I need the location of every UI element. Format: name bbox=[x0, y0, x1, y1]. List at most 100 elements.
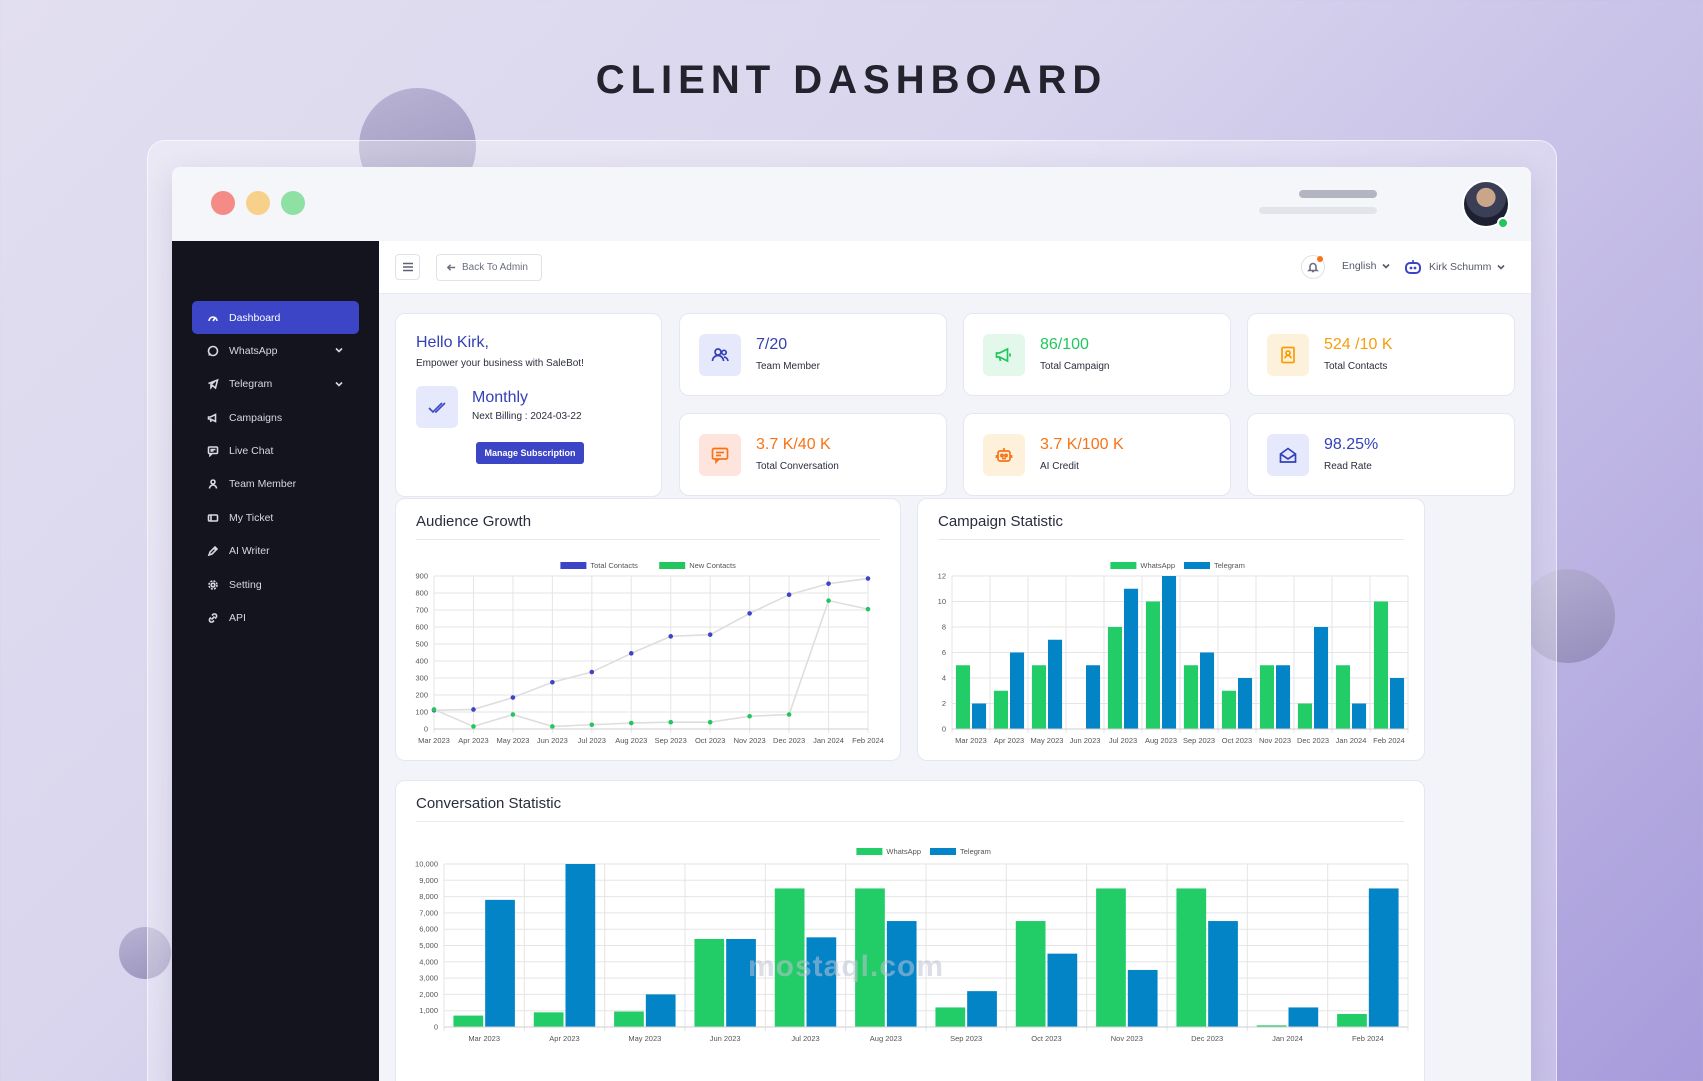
bar[interactable] bbox=[806, 937, 837, 1027]
bar[interactable] bbox=[774, 888, 805, 1027]
bar[interactable] bbox=[1200, 652, 1215, 730]
legend-swatch[interactable] bbox=[1184, 562, 1210, 569]
sidebar-item-setting[interactable]: Setting bbox=[192, 568, 359, 601]
bar[interactable] bbox=[1048, 639, 1063, 729]
bar[interactable] bbox=[855, 888, 885, 1027]
bar[interactable] bbox=[1256, 1025, 1287, 1027]
bar[interactable] bbox=[1015, 921, 1046, 1027]
notifications-button[interactable] bbox=[1301, 255, 1325, 279]
bar[interactable] bbox=[1288, 1007, 1319, 1027]
data-point[interactable] bbox=[668, 634, 674, 639]
data-point[interactable] bbox=[510, 712, 516, 717]
bar[interactable] bbox=[614, 1011, 644, 1027]
bar[interactable] bbox=[565, 864, 596, 1027]
pen-icon bbox=[206, 544, 220, 558]
user-menu[interactable]: Kirk Schumm bbox=[1403, 257, 1506, 277]
bar[interactable] bbox=[1390, 678, 1405, 729]
data-point[interactable] bbox=[628, 651, 634, 656]
bar[interactable] bbox=[1086, 665, 1101, 729]
manage-subscription-button[interactable]: Manage Subscription bbox=[476, 442, 584, 464]
bar[interactable] bbox=[886, 921, 917, 1027]
data-point[interactable] bbox=[707, 719, 713, 725]
bar[interactable] bbox=[1127, 969, 1158, 1027]
bar[interactable] bbox=[1373, 601, 1388, 730]
data-point[interactable] bbox=[628, 720, 634, 726]
bar[interactable] bbox=[1238, 678, 1253, 729]
bar[interactable] bbox=[967, 991, 997, 1027]
legend-swatch[interactable] bbox=[560, 562, 587, 569]
data-point[interactable] bbox=[786, 712, 792, 717]
bar[interactable] bbox=[1176, 888, 1207, 1027]
sidebar-item-dashboard[interactable]: Dashboard bbox=[192, 301, 359, 335]
data-point[interactable] bbox=[589, 669, 595, 675]
data-point[interactable] bbox=[747, 713, 752, 719]
y-tick-label: 700 bbox=[415, 606, 428, 615]
data-point[interactable] bbox=[471, 724, 476, 729]
bar[interactable] bbox=[1276, 665, 1291, 729]
bar[interactable] bbox=[1010, 652, 1025, 730]
y-tick-label: 4,000 bbox=[419, 957, 438, 966]
data-point[interactable] bbox=[668, 719, 674, 725]
close-window-button[interactable] bbox=[211, 191, 235, 215]
sidebar-item-api[interactable]: API bbox=[192, 601, 359, 634]
data-point[interactable] bbox=[826, 598, 831, 603]
back-to-admin-button[interactable]: Back To Admin bbox=[436, 254, 542, 281]
bar[interactable] bbox=[1368, 888, 1399, 1027]
sidebar-item-team-member[interactable]: Team Member bbox=[192, 468, 359, 501]
sidebar-item-my-ticket[interactable]: My Ticket bbox=[192, 501, 359, 534]
bar[interactable] bbox=[1183, 665, 1198, 729]
bar[interactable] bbox=[1162, 576, 1177, 729]
data-point[interactable] bbox=[550, 724, 555, 729]
sidebar-item-ai-writer[interactable]: AI Writer bbox=[192, 535, 359, 568]
bar[interactable] bbox=[645, 994, 676, 1027]
menu-toggle-button[interactable] bbox=[395, 254, 420, 280]
data-point[interactable] bbox=[826, 581, 831, 586]
sidebar-item-live-chat[interactable]: Live Chat bbox=[192, 435, 359, 468]
legend-swatch[interactable] bbox=[930, 848, 956, 855]
bar[interactable] bbox=[1107, 627, 1122, 729]
bar[interactable] bbox=[972, 703, 987, 730]
minimize-window-button[interactable] bbox=[246, 191, 270, 215]
bar[interactable] bbox=[1297, 703, 1312, 730]
legend-swatch[interactable] bbox=[856, 848, 883, 855]
sidebar-item-telegram[interactable]: Telegram bbox=[192, 368, 359, 401]
bar[interactable] bbox=[1096, 888, 1126, 1027]
legend-swatch[interactable] bbox=[659, 562, 686, 569]
bar[interactable] bbox=[1221, 690, 1236, 729]
bar[interactable] bbox=[485, 899, 515, 1027]
bar[interactable] bbox=[694, 938, 725, 1027]
data-point[interactable] bbox=[550, 679, 555, 685]
bar[interactable] bbox=[1208, 921, 1238, 1027]
language-select[interactable]: English bbox=[1342, 260, 1391, 272]
bar[interactable] bbox=[1259, 665, 1274, 729]
legend-swatch[interactable] bbox=[1110, 562, 1137, 569]
bar[interactable] bbox=[1031, 665, 1046, 729]
data-point[interactable] bbox=[786, 592, 792, 597]
bar[interactable] bbox=[1145, 601, 1160, 730]
data-point[interactable] bbox=[431, 707, 437, 712]
data-point[interactable] bbox=[510, 695, 516, 700]
bar[interactable] bbox=[993, 690, 1008, 729]
data-point[interactable] bbox=[747, 611, 752, 616]
data-point[interactable] bbox=[865, 576, 871, 581]
bar[interactable] bbox=[1124, 588, 1139, 729]
data-point[interactable] bbox=[865, 606, 871, 612]
data-point[interactable] bbox=[707, 632, 713, 637]
hamburger-icon bbox=[402, 262, 413, 272]
bar[interactable] bbox=[1335, 665, 1350, 729]
bar[interactable] bbox=[955, 665, 970, 729]
bar[interactable] bbox=[1337, 1013, 1367, 1027]
bar[interactable] bbox=[453, 1015, 484, 1027]
bar[interactable] bbox=[1314, 627, 1329, 729]
bar[interactable] bbox=[935, 1007, 966, 1027]
bar[interactable] bbox=[533, 1012, 564, 1027]
data-point[interactable] bbox=[589, 722, 595, 728]
bar[interactable] bbox=[1352, 703, 1367, 730]
bar[interactable] bbox=[1047, 953, 1078, 1027]
bar[interactable] bbox=[726, 938, 756, 1027]
maximize-window-button[interactable] bbox=[281, 191, 305, 215]
data-point[interactable] bbox=[471, 707, 476, 712]
campaign-statistic-card: Campaign Statistic WhatsApp Telegram 0 2 4 6 8… bbox=[917, 498, 1425, 761]
sidebar-item-whatsapp[interactable]: WhatsApp bbox=[192, 334, 359, 367]
sidebar-item-campaigns[interactable]: Campaigns bbox=[192, 401, 359, 434]
